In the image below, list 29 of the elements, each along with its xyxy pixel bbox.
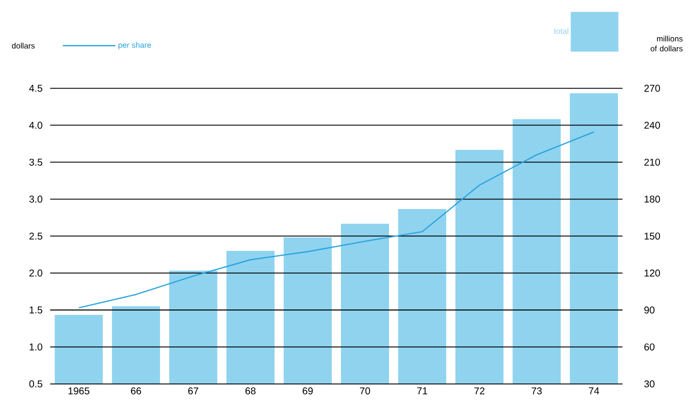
x-tick-label: 68 xyxy=(245,388,256,395)
line-series xyxy=(78,131,595,309)
x-tick-label: 72 xyxy=(474,388,484,394)
x-tick-label: 71 xyxy=(417,388,428,394)
y-tick-label: 1.5 xyxy=(30,306,42,314)
y2-tick-label: 150 xyxy=(644,232,660,240)
y2-tick-label: 180 xyxy=(644,196,660,203)
y-tick-label: 4.5 xyxy=(29,84,42,92)
y2-tick-label: 240 xyxy=(644,122,660,129)
y2-tick-label: 120 xyxy=(644,270,660,277)
x-tick-label: 69 xyxy=(302,388,313,395)
y2-tick-label: 30 xyxy=(644,380,654,388)
x-tick-label: 67 xyxy=(188,388,198,395)
x-tick-label: 70 xyxy=(360,388,370,395)
y2-tick-label: 90 xyxy=(644,306,654,314)
y-tick-label: 3.0 xyxy=(29,196,42,203)
y-tick-label: 3.5 xyxy=(29,158,42,166)
y-tick-label: 2.0 xyxy=(29,270,42,277)
y-tick-label: 0.5 xyxy=(29,380,42,388)
x-tick-label: 74 xyxy=(588,388,600,394)
x-tick-label: 73 xyxy=(532,388,542,395)
y2-tick-label: 210 xyxy=(644,158,660,166)
y2-tick-label: 60 xyxy=(644,344,654,351)
x-tick-label: 1965 xyxy=(68,388,90,395)
x-tick-label: 66 xyxy=(131,388,142,395)
y-tick-label: 4.0 xyxy=(29,122,42,129)
y-tick-label: 2.5 xyxy=(29,232,42,240)
y-tick-label: 1.0 xyxy=(30,344,42,351)
y2-tick-label: 270 xyxy=(644,84,660,92)
